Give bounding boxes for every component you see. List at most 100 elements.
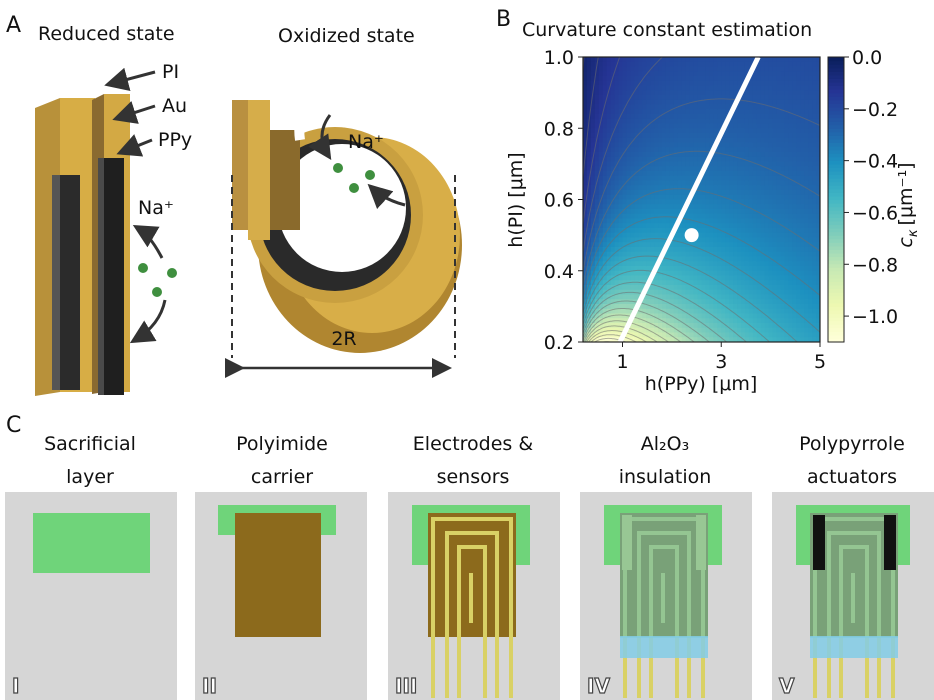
heatmap-cell [769, 247, 774, 252]
heatmap-cell [646, 95, 651, 100]
heatmap-cell [694, 257, 699, 262]
heatmap-cell [792, 195, 797, 200]
heatmap-cell [773, 67, 778, 72]
heatmap-cell [611, 119, 616, 124]
heatmap-cell [705, 124, 710, 129]
heatmap-cell [698, 71, 703, 76]
heatmap-cell [777, 138, 782, 143]
heatmap-cell [796, 280, 801, 285]
heatmap-cell [765, 152, 770, 157]
heatmap-cell [646, 247, 651, 252]
heatmap-cell [686, 171, 691, 176]
heatmap-cell [702, 228, 707, 233]
heatmap-cell [741, 304, 746, 309]
heatmap-cell [674, 181, 679, 186]
heatmap-cell [678, 285, 683, 290]
heatmap-cell [749, 257, 754, 262]
heatmap-cell [638, 162, 643, 167]
heatmap-cell [784, 214, 789, 219]
heatmap-cell [745, 285, 750, 290]
heatmap-cell [615, 105, 620, 110]
heatmap-cell [784, 138, 789, 143]
polyimide [235, 513, 321, 637]
heatmap-cell [721, 95, 726, 100]
heatmap-cell [777, 86, 782, 91]
heatmap-cell [753, 200, 758, 205]
heatmap-cell [615, 76, 620, 81]
heatmap-cell [658, 242, 663, 247]
colorbar-cell [828, 103, 844, 107]
heatmap-cell [690, 90, 695, 95]
heatmap-cell [769, 190, 774, 195]
colorbar-cell [828, 146, 844, 150]
heatmap-cell [678, 257, 683, 262]
heatmap-cell [623, 219, 628, 224]
heatmap-cell [804, 309, 809, 314]
heatmap-cell [626, 57, 631, 62]
heatmap-cell [800, 333, 805, 338]
heatmap-cell [777, 133, 782, 138]
heatmap-cell [792, 285, 797, 290]
heatmap-cell [670, 119, 675, 124]
heatmap-cell [777, 62, 782, 67]
heatmap-cell [741, 147, 746, 152]
heatmap-cell [769, 228, 774, 233]
heatmap-cell [698, 323, 703, 328]
heatmap-cell [698, 242, 703, 247]
heatmap-cell [603, 90, 608, 95]
heatmap-cell [749, 133, 754, 138]
heatmap-cell [670, 190, 675, 195]
heatmap-cell [599, 247, 604, 252]
heatmap-cell [725, 176, 730, 181]
heatmap-cell [812, 81, 817, 86]
heatmap-cell [611, 204, 616, 209]
heatmap-cell [650, 285, 655, 290]
heatmap-cell [587, 152, 592, 157]
heatmap-cell [808, 223, 813, 228]
heatmap-cell [792, 247, 797, 252]
heatmap-cell [662, 200, 667, 205]
heatmap-cell [773, 228, 778, 233]
heatmap-cell [792, 57, 797, 62]
heatmap-cell [757, 252, 762, 257]
heatmap-cell [619, 166, 624, 171]
heatmap-cell [630, 133, 635, 138]
heatmap-cell [784, 290, 789, 295]
heatmap-cell [737, 261, 742, 266]
heatmap-cell [761, 266, 766, 271]
heatmap-cell [757, 204, 762, 209]
heatmap-cell [717, 67, 722, 72]
heatmap-cell [634, 152, 639, 157]
heatmap-cell [654, 124, 659, 129]
heatmap-cell [599, 133, 604, 138]
colorbar-cell [828, 150, 844, 154]
heatmap-cell [804, 71, 809, 76]
heatmap-cell [777, 57, 782, 62]
heatmap-cell [769, 133, 774, 138]
heatmap-cell [804, 271, 809, 276]
heatmap-cell [654, 233, 659, 238]
heatmap-cell [765, 195, 770, 200]
heatmap-cell [749, 81, 754, 86]
heatmap-cell [702, 280, 707, 285]
heatmap-cell [792, 124, 797, 129]
heatmap-cell [646, 105, 651, 110]
heatmap-cell [634, 62, 639, 67]
heatmap-cell [682, 124, 687, 129]
heatmap-cell [599, 228, 604, 233]
heatmap-cell [796, 86, 801, 91]
heatmap-cell [749, 271, 754, 276]
heatmap-cell [729, 214, 734, 219]
heatmap-cell [733, 119, 738, 124]
heatmap-cell [749, 228, 754, 233]
heatmap-cell [626, 171, 631, 176]
heatmap-cell [769, 209, 774, 214]
heatmap-cell [654, 223, 659, 228]
heatmap-cell [670, 185, 675, 190]
heatmap-cell [753, 133, 758, 138]
heatmap-cell [662, 138, 667, 143]
heatmap-cell [765, 266, 770, 271]
colorbar-cell [828, 64, 844, 68]
heatmap-cell [678, 86, 683, 91]
heatmap-cell [733, 276, 738, 281]
